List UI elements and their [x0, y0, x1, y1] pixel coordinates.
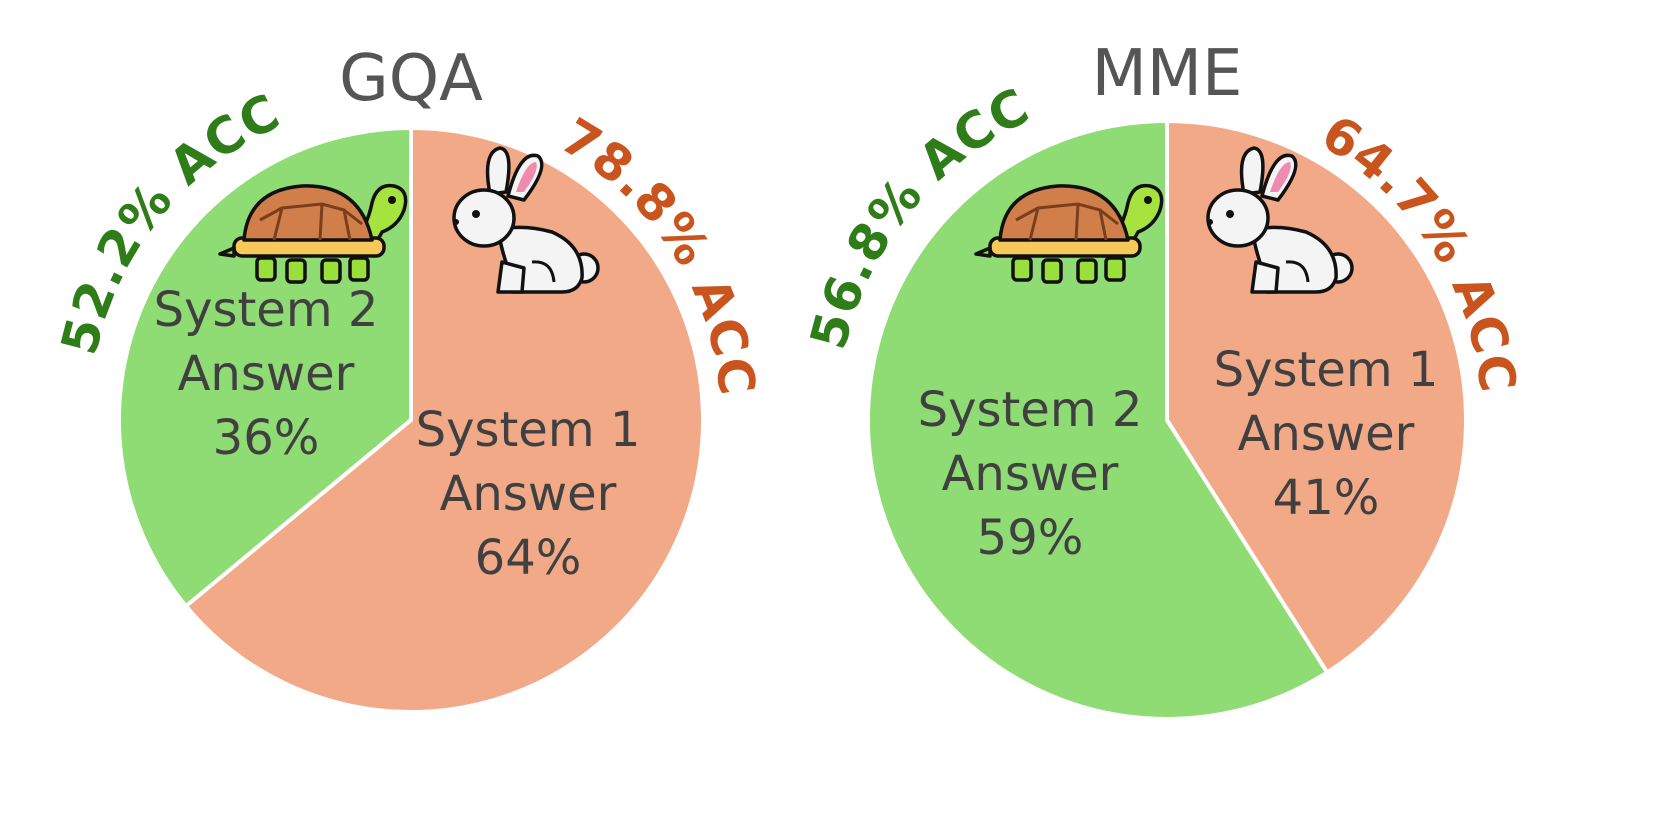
slice-label-line: 64%: [475, 530, 582, 586]
turtle-icon: [218, 183, 408, 284]
slice-label-line: 36%: [213, 410, 320, 466]
slice-label-line: Answer: [178, 346, 355, 402]
turtle-icon: [974, 183, 1164, 284]
chart-title: GQA: [339, 42, 483, 116]
slice-label-line: 59%: [977, 510, 1084, 566]
slice-system-2: [866, 118, 1330, 721]
slice-label-line: Answer: [942, 446, 1119, 502]
slice-label-line: 41%: [1273, 470, 1380, 526]
slice-label-line: Answer: [440, 466, 617, 522]
slice-label-line: Answer: [1238, 406, 1415, 462]
slice-label-line: System 2: [918, 382, 1143, 438]
slice-system-1: [1165, 118, 1468, 676]
slice-label-line: System 2: [154, 282, 379, 338]
rabbit-icon: [452, 146, 600, 294]
chart-title: MME: [1092, 37, 1243, 111]
slice-label-line: System 1: [416, 402, 641, 458]
rabbit-icon: [1206, 146, 1354, 294]
slice-label-line: System 1: [1214, 342, 1439, 398]
